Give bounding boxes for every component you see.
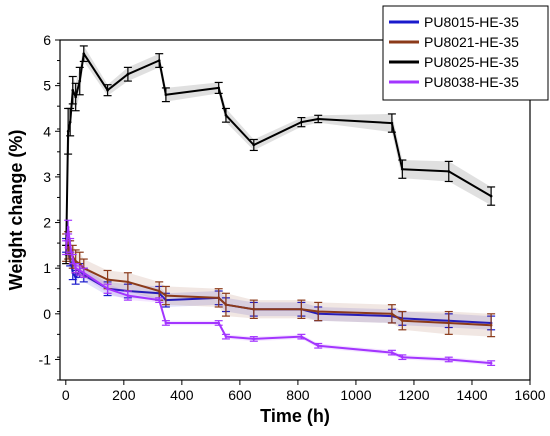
x-tick-label: 1000: [340, 387, 371, 403]
data-point-pu8025-he-35: [82, 52, 86, 55]
y-tick-label: -1: [39, 351, 52, 367]
error-band-pu8021-he-35: [66, 231, 492, 337]
y-tick-label: 6: [43, 32, 51, 48]
y-tick-label: 1: [43, 260, 51, 276]
data-point-pu8025-he-35: [252, 143, 256, 147]
data-point-pu8021-he-35: [224, 303, 228, 306]
error-band-pu8025-he-35: [66, 45, 492, 264]
error-band-pu8038-he-35: [66, 220, 492, 366]
x-tick-label: 600: [228, 387, 252, 403]
axes-layer: [59, 39, 531, 381]
data-point-pu8038-he-35: [217, 321, 220, 325]
data-point-pu8025-he-35: [71, 88, 75, 92]
legend-label-pu8021-he-35: PU8021-HE-35: [424, 34, 519, 50]
data-point-pu8025-he-35: [401, 167, 404, 171]
y-tick-label: 3: [43, 169, 51, 185]
x-tick-label: 0: [62, 387, 70, 403]
legend-label-pu8038-he-35: PU8038-HE-35: [424, 74, 519, 90]
data-point-pu8038-he-35: [164, 321, 168, 325]
data-point-pu8038-he-35: [300, 335, 303, 338]
data-point-pu8021-he-35: [78, 262, 82, 265]
data-point-pu8025-he-35: [106, 88, 109, 92]
data-point-pu8025-he-35: [126, 72, 130, 76]
data-point-pu8038-he-35: [401, 355, 404, 359]
x-tick-label: 1200: [398, 387, 429, 403]
data-point-pu8025-he-35: [224, 114, 228, 117]
data-point-pu8025-he-35: [157, 59, 161, 62]
data-point-pu8038-he-35: [78, 269, 82, 272]
y-tick-label: 5: [43, 78, 51, 94]
data-point-pu8038-he-35: [157, 298, 161, 302]
data-point-pu8038-he-35: [252, 337, 256, 341]
data-point-pu8025-he-35: [68, 120, 72, 124]
data-point-pu8021-he-35: [300, 307, 303, 311]
x-tick-label: 200: [112, 387, 136, 403]
data-point-pu8025-he-35: [489, 194, 493, 198]
x-tick-label: 400: [170, 387, 194, 403]
data-point-pu8021-he-35: [164, 294, 168, 297]
data-point-pu8021-he-35: [252, 307, 256, 311]
data-point-pu8038-he-35: [447, 358, 451, 361]
y-tick-label: 4: [43, 123, 51, 139]
data-point-pu8021-he-35: [401, 319, 404, 322]
data-point-pu8038-he-35: [224, 335, 228, 338]
data-point-pu8021-he-35: [489, 323, 493, 327]
legend-label-pu8025-he-35: PU8025-HE-35: [424, 54, 519, 70]
x-tick-label: 800: [286, 387, 310, 403]
data-point-pu8038-he-35: [489, 361, 493, 365]
data-point-pu8021-he-35: [217, 296, 220, 300]
data-point-pu8038-he-35: [74, 266, 77, 270]
x-tick-label: 1600: [514, 387, 545, 403]
y-tick-label: 2: [43, 215, 51, 231]
data-point-pu8015-he-35: [74, 276, 77, 279]
data-point-pu8038-he-35: [68, 244, 72, 247]
data-point-pu8038-he-35: [106, 287, 109, 291]
ticks-layer: 0 200 400 600 800 1000 1200 1400 1600 -1 0 1 2 3 4 5 6: [39, 32, 546, 403]
data-point-pu8021-he-35: [390, 312, 394, 316]
data-point-pu8038-he-35: [71, 257, 75, 261]
y-tick-label: 0: [43, 306, 51, 322]
data-point-pu8021-he-35: [316, 310, 320, 313]
series-layer: [62, 45, 496, 366]
plot-frame: [59, 39, 531, 381]
data-point-pu8021-he-35: [74, 260, 77, 263]
x-axis-title: Time (h): [260, 406, 330, 426]
legend-label-pu8015-he-35: PU8015-HE-35: [424, 14, 519, 30]
data-point-pu8025-he-35: [300, 120, 303, 124]
data-point-pu8021-he-35: [447, 321, 451, 325]
data-point-pu8025-he-35: [78, 79, 82, 83]
data-point-pu8025-he-35: [164, 93, 168, 97]
data-point-pu8021-he-35: [157, 289, 161, 293]
data-point-pu8038-he-35: [390, 351, 394, 354]
data-point-pu8025-he-35: [316, 117, 320, 121]
data-point-pu8025-he-35: [74, 95, 77, 99]
data-point-pu8038-he-35: [126, 294, 130, 297]
data-point-pu8025-he-35: [217, 86, 220, 90]
legend: PU8015-HE-35 PU8021-HE-35 PU8025-HE-35 PU80…: [382, 5, 549, 101]
x-tick-label: 1400: [456, 387, 487, 403]
data-point-pu8038-he-35: [64, 246, 68, 249]
y-axis-title: Weight change (%): [6, 130, 26, 291]
data-point-pu8038-he-35: [66, 225, 70, 229]
data-point-pu8025-he-35: [390, 121, 394, 125]
data-point-pu8021-he-35: [106, 278, 109, 281]
data-point-pu8038-he-35: [82, 271, 86, 275]
data-point-pu8038-he-35: [316, 344, 320, 348]
data-point-pu8025-he-35: [66, 129, 70, 133]
data-point-pu8025-he-35: [447, 170, 451, 173]
series-line-pu8038-he-35: [65, 226, 492, 365]
data-point-pu8021-he-35: [126, 280, 130, 284]
